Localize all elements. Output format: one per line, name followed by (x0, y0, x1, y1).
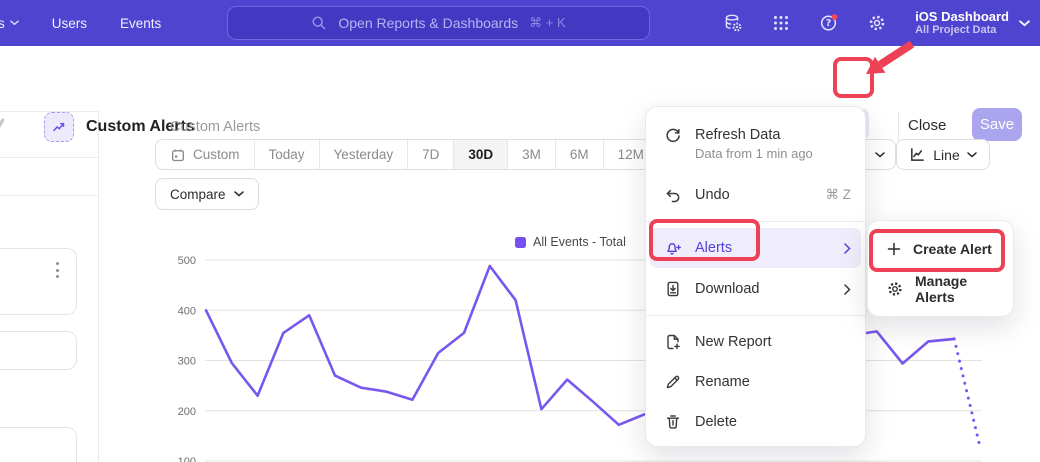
download-icon (664, 280, 682, 298)
alerts-submenu: Create Alert Manage Alerts (867, 220, 1014, 317)
svg-text:200: 200 (178, 406, 196, 418)
chevron-right-icon (844, 284, 851, 295)
line-chart-icon (909, 146, 926, 163)
range-30d-selected[interactable]: 30D (454, 140, 508, 169)
search-icon (311, 15, 327, 31)
range-3m[interactable]: 3M (508, 140, 556, 169)
settings-gear-icon[interactable] (867, 13, 887, 33)
submenu-item-create-alert[interactable]: Create Alert (874, 229, 1007, 269)
more-options-menu: Refresh Data Data from 1 min ago Undo ⌘ … (645, 106, 866, 447)
menu-item-alerts[interactable]: Alerts (650, 228, 861, 268)
svg-text:400: 400 (178, 305, 196, 317)
notification-dot (832, 14, 838, 20)
chevron-down-icon (10, 20, 19, 26)
alert-bell-plus-icon (664, 239, 682, 257)
plus-icon (886, 241, 902, 257)
rename-pencil-icon (664, 373, 682, 391)
undo-shortcut: ⌘ Z (826, 187, 852, 203)
menu-item-rename[interactable]: Rename (646, 362, 865, 402)
chevron-down-icon (1019, 20, 1030, 27)
chart-type-button[interactable]: Line (896, 139, 990, 170)
submenu-item-manage-alerts[interactable]: Manage Alerts (874, 269, 1007, 309)
gear-icon (886, 280, 904, 298)
project-selector[interactable]: iOS Dashboard All Project Data (915, 9, 1030, 37)
legend-swatch (515, 237, 526, 248)
undo-icon (664, 186, 682, 204)
range-today[interactable]: Today (255, 140, 320, 169)
delete-trash-icon (664, 413, 682, 431)
search-shortcut: ⌘ + K (529, 15, 566, 31)
nav-item-users[interactable]: Users (52, 16, 87, 31)
search-input[interactable]: Open Reports & Dashboards ⌘ + K (227, 6, 650, 40)
menu-item-download[interactable]: Download (646, 269, 865, 309)
refresh-icon (664, 126, 682, 144)
refresh-subtext: Data from 1 min ago (646, 146, 865, 169)
range-custom[interactable]: Custom (156, 140, 255, 169)
search-placeholder: Open Reports & Dashboards (338, 15, 518, 31)
help-icon[interactable]: ? (819, 13, 839, 33)
nav-item-events[interactable]: Events (120, 16, 161, 31)
project-name: iOS Dashboard (915, 9, 1009, 24)
chevron-right-icon (844, 243, 851, 254)
chart-legend: All Events - Total (515, 235, 626, 249)
legend-label: All Events - Total (533, 235, 626, 249)
chevron-down-icon (234, 191, 244, 197)
date-range-control: Custom Today Yesterday 7D 30D 3M 6M 12M (155, 139, 659, 170)
menu-separator (646, 221, 865, 222)
menu-item-new-report[interactable]: New Report (646, 322, 865, 362)
svg-text:?: ? (826, 18, 832, 29)
project-scope: All Project Data (915, 24, 1009, 37)
range-6m[interactable]: 6M (556, 140, 604, 169)
data-management-icon[interactable] (723, 13, 743, 33)
range-yesterday[interactable]: Yesterday (320, 140, 409, 169)
svg-text:100: 100 (178, 456, 196, 462)
top-navbar: s Users Events Open Reports & Dashboards… (0, 0, 1040, 46)
menu-item-delete[interactable]: Delete (646, 402, 865, 442)
calendar-icon (170, 147, 186, 163)
range-7d[interactable]: 7D (408, 140, 454, 169)
apps-grid-icon[interactable] (771, 13, 791, 33)
nav-item-truncated[interactable]: s (0, 16, 19, 31)
compare-button[interactable]: Compare (155, 178, 259, 210)
menu-item-undo[interactable]: Undo ⌘ Z (646, 175, 865, 215)
chevron-down-icon (967, 152, 977, 158)
svg-text:500: 500 (178, 255, 196, 267)
menu-separator (646, 315, 865, 316)
new-report-icon (664, 333, 682, 351)
chevron-down-icon (875, 152, 885, 158)
svg-text:300: 300 (178, 356, 196, 368)
